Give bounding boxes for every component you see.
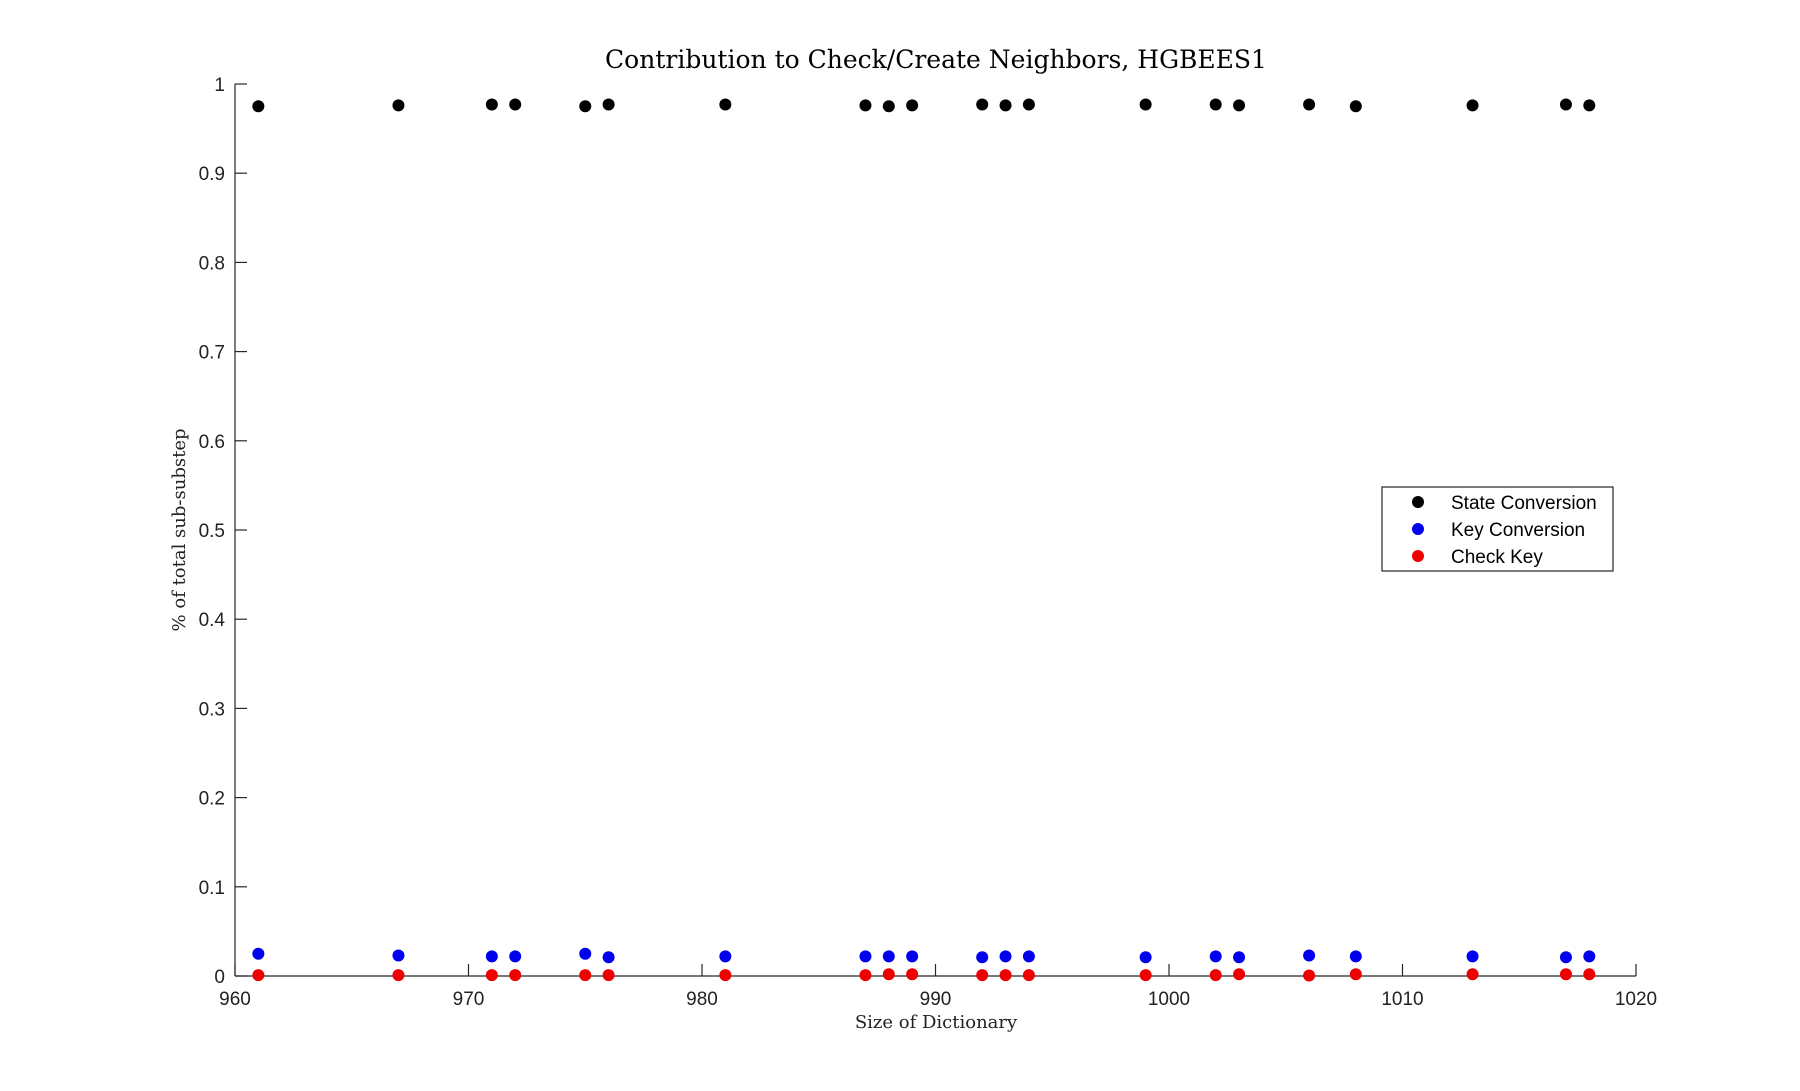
x-tick-label: 990 <box>920 989 952 1010</box>
y-tick-label: 0.1 <box>199 878 225 899</box>
x-tick-label: 1010 <box>1381 989 1423 1010</box>
data-point <box>882 950 895 963</box>
data-point <box>999 99 1012 112</box>
data-points <box>252 98 1596 982</box>
chart-title: Contribution to Check/Create Neighbors, … <box>605 45 1267 74</box>
data-point <box>999 950 1012 963</box>
y-tick-label: 0.5 <box>199 521 225 542</box>
series-state-conversion <box>252 98 1596 113</box>
data-point <box>1466 99 1479 112</box>
data-point <box>1466 950 1479 963</box>
y-tick-label: 0.2 <box>199 789 225 810</box>
data-point <box>1559 98 1572 111</box>
y-ticks: 0 0.1 0.2 0.3 0.4 0.5 0.6 0.7 0.8 0.9 1 <box>199 75 247 988</box>
data-point <box>1303 949 1316 962</box>
legend-label: Check Key <box>1451 547 1543 568</box>
y-tick-label: 0.3 <box>199 699 225 720</box>
data-point <box>509 950 522 963</box>
legend-label: State Conversion <box>1451 493 1597 514</box>
data-point <box>976 969 989 982</box>
y-tick-label: 0.7 <box>199 343 225 364</box>
y-axis-label: % of total sub-substep <box>169 429 190 632</box>
data-point <box>859 950 872 963</box>
data-point <box>719 98 732 111</box>
data-point <box>509 98 522 111</box>
x-tick-label: 970 <box>453 989 485 1010</box>
x-tick-label: 960 <box>219 989 251 1010</box>
data-point <box>252 100 265 113</box>
data-point <box>1209 950 1222 963</box>
legend-marker <box>1412 550 1424 562</box>
data-point <box>976 98 989 111</box>
data-point <box>1349 968 1362 981</box>
data-point <box>1233 951 1246 964</box>
y-tick-label: 0.6 <box>199 432 225 453</box>
data-point <box>1022 969 1035 982</box>
data-point <box>1233 99 1246 112</box>
data-point <box>1139 98 1152 111</box>
data-point <box>906 968 919 981</box>
data-point <box>1209 969 1222 982</box>
data-point <box>719 969 732 982</box>
data-point <box>1559 951 1572 964</box>
data-point <box>1583 968 1596 981</box>
y-tick-label: 0.9 <box>199 164 225 185</box>
x-ticks: 960 970 980 990 1000 1010 1020 <box>219 964 1657 1010</box>
data-point <box>1583 99 1596 112</box>
data-point <box>485 950 498 963</box>
data-point <box>579 947 592 960</box>
data-point <box>252 969 265 982</box>
data-point <box>859 99 872 112</box>
data-point <box>602 98 615 111</box>
data-point <box>999 969 1012 982</box>
data-point <box>719 950 732 963</box>
data-point <box>392 99 405 112</box>
data-point <box>485 98 498 111</box>
data-point <box>509 969 522 982</box>
data-point <box>485 969 498 982</box>
x-tick-label: 980 <box>686 989 718 1010</box>
data-point <box>1233 968 1246 981</box>
series-key-conversion <box>252 947 1596 964</box>
data-point <box>1139 969 1152 982</box>
y-tick-label: 0.8 <box>199 253 225 274</box>
data-point <box>602 969 615 982</box>
legend: State Conversion Key Conversion Check Key <box>1381 486 1614 572</box>
data-point <box>1303 98 1316 111</box>
x-axis-label: Size of Dictionary <box>855 1012 1018 1033</box>
data-point <box>882 100 895 113</box>
data-point <box>859 969 872 982</box>
x-tick-label: 1000 <box>1148 989 1190 1010</box>
data-point <box>1139 951 1152 964</box>
data-point <box>602 951 615 964</box>
data-point <box>579 100 592 113</box>
y-tick-label: 1 <box>214 75 225 96</box>
data-point <box>1349 950 1362 963</box>
data-point <box>1022 98 1035 111</box>
data-point <box>1303 969 1316 982</box>
data-point <box>252 947 265 960</box>
data-point <box>1559 968 1572 981</box>
data-point <box>1209 98 1222 111</box>
data-point <box>1466 968 1479 981</box>
data-point <box>1022 950 1035 963</box>
y-tick-label: 0.4 <box>199 610 226 631</box>
x-tick-label: 1020 <box>1615 989 1657 1010</box>
legend-label: Key Conversion <box>1451 520 1585 541</box>
data-point <box>392 949 405 962</box>
data-point <box>882 968 895 981</box>
legend-marker <box>1412 496 1424 508</box>
data-point <box>906 99 919 112</box>
series-check-key <box>252 968 1596 982</box>
data-point <box>392 969 405 982</box>
data-point <box>1583 950 1596 963</box>
data-point <box>906 950 919 963</box>
y-tick-label: 0 <box>214 967 225 988</box>
data-point <box>579 969 592 982</box>
data-point <box>976 951 989 964</box>
legend-marker <box>1412 523 1424 535</box>
data-point <box>1349 100 1362 113</box>
